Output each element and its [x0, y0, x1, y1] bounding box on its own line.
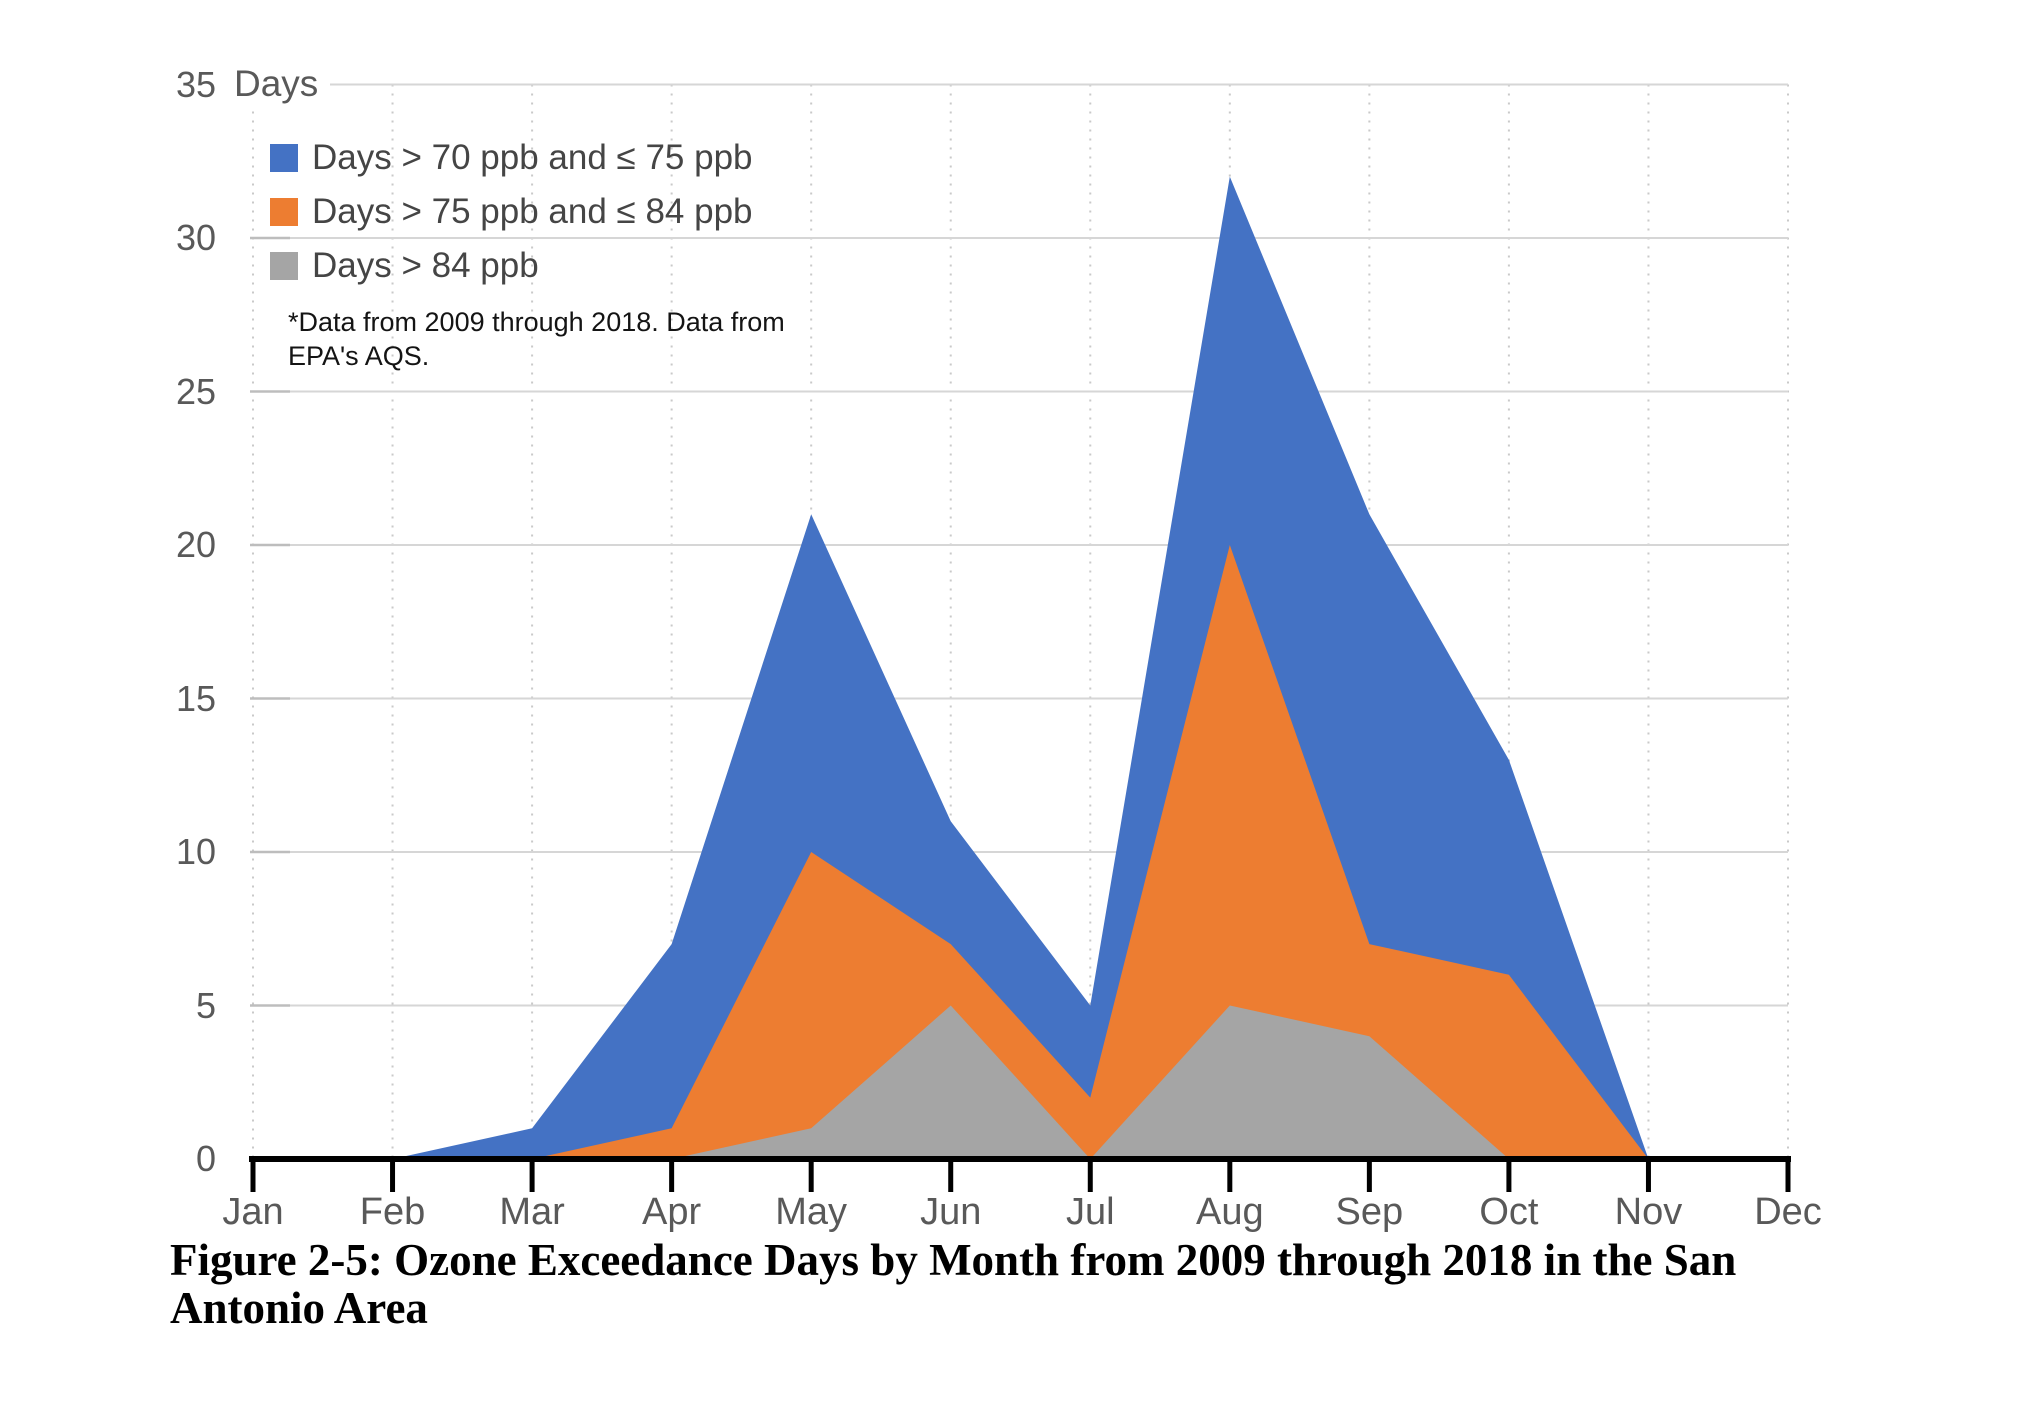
- x-axis-label-feb: Feb: [359, 1191, 426, 1233]
- footnote: *Data from 2009 through 2018. Data from …: [288, 307, 785, 371]
- figure-caption: Figure 2-5: Ozone Exceedance Days by Mon…: [170, 1235, 1737, 1333]
- y-axis-label-35: 35: [175, 63, 216, 105]
- x-axis-label-nov: Nov: [1614, 1191, 1683, 1233]
- x-axis-label-jan: Jan: [222, 1191, 284, 1233]
- series-area-days-75-ppb-and-84-ppb: [253, 545, 1788, 1159]
- y-axis-label-0: 0: [195, 1138, 216, 1179]
- series-area-days-84-ppb: [253, 1005, 1788, 1159]
- legend-swatch-icon: [270, 198, 298, 226]
- legend-row-3: Days > 84 ppb: [270, 245, 753, 287]
- x-axis-label-apr: Apr: [642, 1191, 702, 1233]
- legend-label: Days > 75 ppb and ≤ 84 ppb: [312, 192, 753, 231]
- y-axis-title: Days: [226, 62, 331, 106]
- x-axis-label-jun: Jun: [920, 1191, 982, 1233]
- legend-swatch-icon: [270, 144, 298, 172]
- series-area-days-70-ppb-and-75-ppb: [253, 176, 1788, 1160]
- y-axis-label-15: 15: [175, 677, 216, 719]
- legend-row-2: Days > 75 ppb and ≤ 84 ppb: [270, 191, 753, 233]
- legend-row-1: Days > 70 ppb and ≤ 75 ppb: [270, 137, 753, 179]
- legend-swatch-icon: [270, 252, 298, 280]
- legend: Days > 70 ppb and ≤ 75 ppb Days > 75 ppb …: [270, 137, 753, 299]
- legend-label: Days > 70 ppb and ≤ 75 ppb: [312, 138, 753, 177]
- x-axis-label-mar: Mar: [499, 1191, 565, 1233]
- x-axis-label-aug: Aug: [1196, 1191, 1264, 1233]
- x-axis-label-oct: Oct: [1479, 1191, 1539, 1233]
- y-axis-label-5: 5: [195, 984, 216, 1026]
- y-axis-label-10: 10: [175, 831, 216, 872]
- legend-label: Days > 84 ppb: [312, 246, 539, 285]
- x-axis-label-sep: Sep: [1335, 1191, 1404, 1233]
- x-axis-label-dec: Dec: [1754, 1191, 1822, 1233]
- y-axis-label-20: 20: [175, 524, 216, 565]
- x-axis-label-may: May: [775, 1191, 848, 1233]
- y-axis-label-25: 25: [175, 370, 216, 412]
- y-axis-label-30: 30: [175, 217, 216, 258]
- x-axis-label-jul: Jul: [1065, 1191, 1115, 1233]
